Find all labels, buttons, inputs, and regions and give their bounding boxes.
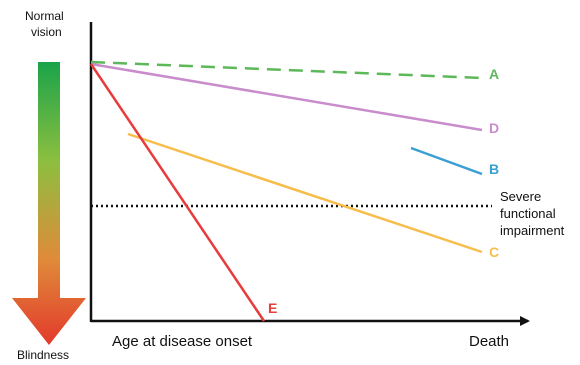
line-label-a: A <box>489 66 499 82</box>
line-label-d: D <box>489 120 499 136</box>
threshold-label-line2: functional <box>500 206 556 221</box>
progression-line-b <box>410 146 483 176</box>
threshold-label-line1: Severe <box>500 189 541 204</box>
progression-line-d <box>90 62 483 132</box>
line-label-b: B <box>489 161 499 177</box>
x-axis-onset-label: Age at disease onset <box>112 333 253 350</box>
normal-vision-label-line1: Normal <box>25 9 64 23</box>
x-axis-death-label: Death <box>469 333 509 350</box>
threshold-label-line3: impairment <box>500 223 565 238</box>
progression-line-c <box>127 132 483 254</box>
line-label-e: E <box>268 300 277 316</box>
normal-vision-label-line2: vision <box>31 25 62 39</box>
line-label-c: C <box>489 244 499 260</box>
blindness-label: Blindness <box>17 348 69 362</box>
vision-scale-arrow <box>12 62 86 345</box>
progression-line-e <box>89 63 266 322</box>
progression-line-a <box>90 60 483 80</box>
